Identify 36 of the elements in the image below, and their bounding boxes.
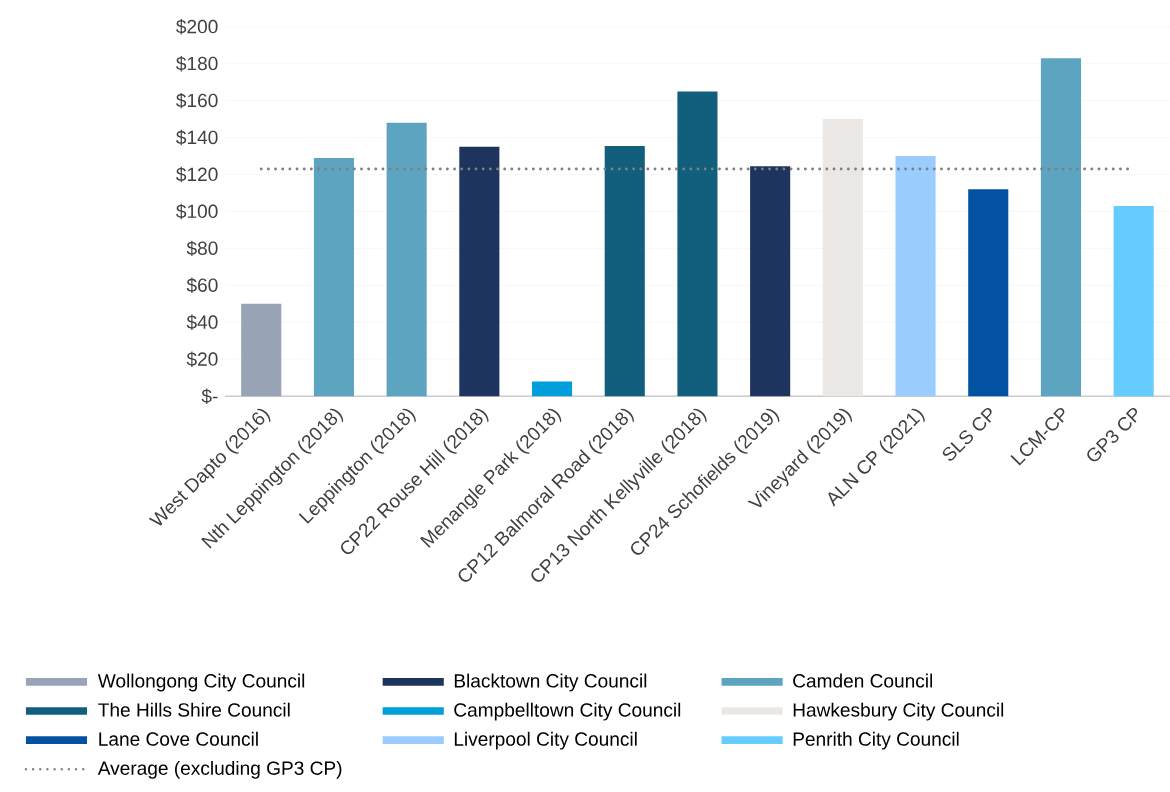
bar bbox=[604, 145, 645, 397]
y-tick-label: $60 bbox=[186, 277, 218, 293]
legend-label: Hawkesbury City Council bbox=[793, 702, 1004, 721]
y-tick-label: $100 bbox=[176, 203, 218, 219]
legend-label: Wollongong City Council bbox=[97, 673, 305, 692]
legend-label: Campbelltown City Council bbox=[454, 702, 681, 721]
y-tick-label: $120 bbox=[176, 166, 218, 183]
legend-label: Penrith City Council bbox=[793, 731, 959, 750]
legend-label: Liverpool City Council bbox=[454, 731, 637, 750]
y-tick-label: $200 bbox=[176, 18, 218, 35]
legend-label: Camden Council bbox=[793, 673, 933, 688]
bar bbox=[750, 166, 791, 397]
bar bbox=[386, 122, 427, 397]
bar bbox=[459, 146, 500, 397]
bar bbox=[822, 118, 863, 397]
x-tick-label: GP3 CP bbox=[1087, 407, 1138, 462]
bar bbox=[532, 381, 573, 397]
bar bbox=[313, 157, 354, 397]
y-tick-label: $140 bbox=[176, 129, 218, 146]
y-tick-label: $40 bbox=[186, 314, 218, 330]
bar bbox=[968, 189, 1009, 397]
y-tick-label: $80 bbox=[186, 240, 218, 256]
bar bbox=[1113, 205, 1154, 397]
bar bbox=[241, 303, 282, 397]
legend-label: Lane Cove Council bbox=[99, 731, 258, 746]
legend-label: The Hills Shire Council bbox=[98, 702, 290, 717]
x-tick-label: SLS CP bbox=[942, 407, 992, 461]
bar bbox=[895, 155, 936, 397]
y-tick-label: $180 bbox=[176, 55, 218, 72]
bar bbox=[1040, 57, 1081, 397]
y-tick-label: $- bbox=[201, 388, 218, 404]
y-tick-label: $160 bbox=[176, 92, 218, 109]
y-tick-label: $20 bbox=[186, 351, 218, 367]
bar bbox=[677, 91, 718, 397]
legend-label: Blacktown City Council bbox=[454, 673, 647, 692]
legend-label: Average (excluding GP3 CP) bbox=[97, 760, 342, 779]
